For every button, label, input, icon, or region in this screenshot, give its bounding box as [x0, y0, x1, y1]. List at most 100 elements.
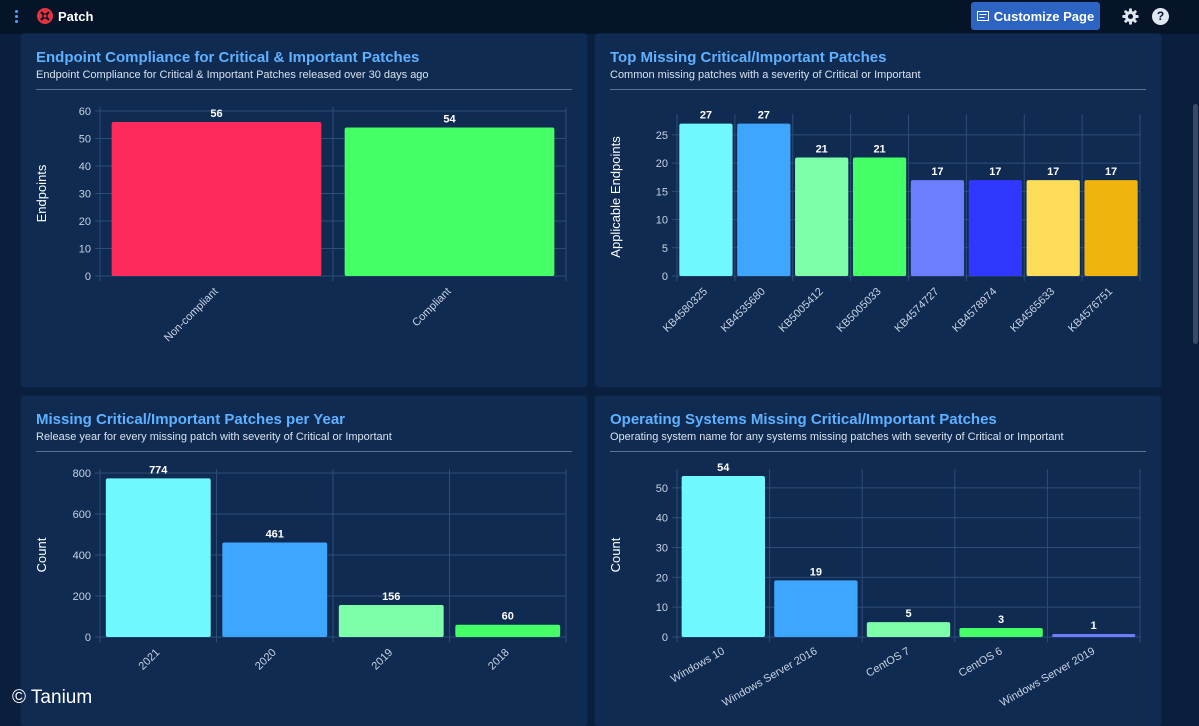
more-menu-icon[interactable]	[11, 9, 23, 25]
y-tick-label: 0	[662, 271, 668, 283]
panel-subtitle: Endpoint Compliance for Critical & Impor…	[36, 69, 429, 81]
patches-per-year-panel: Missing Critical/Important Patches per Y…	[21, 396, 587, 726]
y-tick-label: 10	[656, 215, 668, 227]
top-missing-patches-panel: Top Missing Critical/Important Patches C…	[595, 34, 1161, 387]
y-tick-label: 5	[662, 243, 668, 255]
bar-value-label: 27	[758, 110, 770, 122]
bar-value-label: 17	[1047, 166, 1059, 178]
x-tick-label: KB4535680	[719, 286, 768, 335]
y-axis-label: Applicable Endpoints	[608, 136, 623, 258]
y-tick-label: 15	[656, 186, 668, 198]
x-tick-label: KB4576751	[1066, 286, 1115, 335]
panel-subtitle: Release year for every missing patch wit…	[36, 431, 392, 443]
bar-value-label: 156	[382, 591, 400, 603]
os-missing-patches-chart: 0 10 20 30 40 50 Count 54 Windows 10 19 Windows Se…	[608, 462, 1141, 709]
x-tick-label: KB5005412	[777, 286, 826, 335]
panel-title: Operating Systems Missing Critical/Impor…	[610, 411, 997, 428]
bar-value-label: 60	[502, 611, 514, 623]
y-tick-label: 20	[656, 572, 668, 584]
x-tick-label: Non-compliant	[162, 286, 221, 345]
help-icon[interactable]: ?	[1152, 8, 1169, 25]
y-tick-label: 0	[85, 632, 91, 644]
y-tick-label: 25	[656, 130, 668, 142]
x-tick-label: KB5005033	[835, 286, 884, 335]
bar-value-label: 21	[873, 144, 885, 156]
bar-value-label: 17	[931, 166, 943, 178]
x-tick-label: 2021	[137, 647, 163, 673]
y-axis-label: Count	[608, 537, 623, 572]
bar-value-label: 27	[700, 110, 712, 122]
y-tick-label: 60	[79, 106, 91, 118]
x-tick-label: Windows Server 2019	[998, 645, 1097, 709]
app-title: Patch	[58, 9, 94, 24]
scrollbar[interactable]	[1193, 104, 1198, 344]
bar-value-label: 56	[210, 108, 222, 120]
customize-icon	[976, 11, 989, 21]
y-tick-label: 0	[662, 632, 668, 644]
y-axis-label: Count	[34, 537, 49, 572]
bar-value-label: 21	[816, 144, 828, 156]
os-missing-patches-panel: Operating Systems Missing Critical/Impor…	[595, 396, 1161, 726]
panel-divider	[36, 89, 572, 90]
x-tick-label: KB4565633	[1008, 286, 1057, 335]
y-tick-label: 40	[656, 513, 668, 525]
bar-kb4565633[interactable]	[1026, 180, 1080, 276]
y-tick-label: 0	[85, 271, 91, 283]
bar-value-label: 5	[905, 608, 911, 620]
bar-2018[interactable]	[455, 624, 561, 637]
bar-value-label: 19	[810, 566, 822, 578]
bar-centos-7[interactable]	[866, 622, 951, 637]
y-tick-label: 200	[73, 591, 91, 603]
bar-2021[interactable]	[105, 478, 211, 637]
bar-value-label: 3	[998, 614, 1004, 626]
top-missing-patches-chart: 0 5 10 15 20 25 Applicable Endpoints 27 KB458032…	[608, 110, 1141, 335]
endpoint-compliance-chart: 0 10 20 30 40 50 60 Endpoints 56 Non-compliant 54 C…	[34, 106, 567, 345]
patches-per-year-chart: 0 200 400 600 800 Count 774 2021 461 2020 156 2019 6…	[34, 464, 567, 673]
y-tick-label: 20	[79, 216, 91, 228]
bar-windows-server-2016[interactable]	[774, 580, 858, 637]
y-tick-label: 10	[79, 244, 91, 256]
bar-kb5005412[interactable]	[795, 157, 849, 277]
bar-windows-server-2019[interactable]	[1052, 634, 1136, 637]
y-tick-label: 50	[79, 134, 91, 146]
customize-page-button[interactable]: Customize Page	[971, 2, 1100, 30]
bar-windows-10[interactable]	[681, 475, 765, 637]
top-bar: Patch Customize Page ?	[0, 0, 1199, 34]
x-tick-label: 2018	[486, 647, 512, 673]
bar-kb4535680[interactable]	[737, 123, 791, 277]
bar-kb4574727[interactable]	[910, 180, 965, 276]
bar-value-label: 17	[989, 166, 1001, 178]
x-tick-label: KB4574727	[892, 286, 941, 335]
y-tick-label: 20	[656, 158, 668, 170]
bar-kb4578974[interactable]	[968, 180, 1022, 276]
bar-non-compliant[interactable]	[111, 122, 322, 276]
x-tick-label: CentOS 6	[957, 645, 1005, 680]
bar-value-label: 461	[266, 528, 284, 540]
y-tick-label: 10	[656, 602, 668, 614]
bar-2019[interactable]	[338, 605, 444, 637]
y-axis-label: Endpoints	[34, 164, 49, 222]
x-tick-label: KB4578974	[950, 286, 999, 335]
panel-divider	[36, 451, 572, 452]
bar-kb4576751[interactable]	[1084, 180, 1138, 276]
panel-divider	[610, 89, 1146, 90]
endpoint-compliance-panel: Endpoint Compliance for Critical & Impor…	[21, 34, 587, 387]
y-tick-label: 600	[73, 509, 91, 521]
bar-value-label: 1	[1091, 620, 1097, 632]
x-tick-label: Windows Server 2016	[720, 645, 819, 709]
panel-subtitle: Operating system name for any systems mi…	[610, 431, 1064, 443]
panel-title: Missing Critical/Important Patches per Y…	[36, 411, 345, 428]
bar-value-label: 774	[149, 464, 168, 476]
bar-kb5005033[interactable]	[852, 157, 907, 277]
gear-icon[interactable]	[1122, 8, 1139, 25]
x-tick-label: 2019	[370, 647, 396, 673]
x-tick-label: 2020	[253, 647, 279, 673]
bar-centos-6[interactable]	[959, 628, 1043, 637]
bar-2020[interactable]	[222, 542, 328, 637]
bar-value-label: 54	[443, 114, 456, 126]
bar-kb4580325[interactable]	[679, 123, 733, 277]
x-tick-label: CentOS 7	[864, 645, 912, 680]
x-tick-label: KB4580325	[661, 286, 710, 335]
copyright-watermark: © Tanium	[12, 687, 93, 708]
bar-compliant[interactable]	[344, 127, 555, 277]
